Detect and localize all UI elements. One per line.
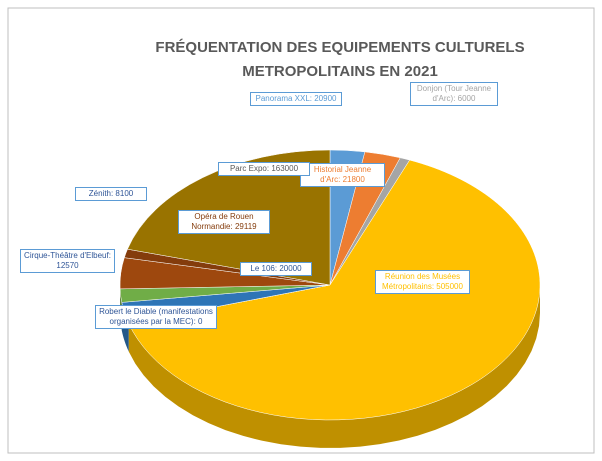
data-label: Opéra de Rouen Normandie: 29119 bbox=[178, 210, 270, 234]
data-label: Robert le Diable (manifestations organis… bbox=[95, 305, 217, 329]
data-label: Panorama XXL: 20900 bbox=[250, 92, 342, 106]
pie-tops bbox=[119, 149, 541, 421]
data-label: Parc Expo: 163000 bbox=[218, 162, 310, 176]
chart-title: FRÉQUENTATION DES EQUIPEMENTS CULTURELS … bbox=[155, 39, 525, 80]
data-label: Zénith: 8100 bbox=[75, 187, 147, 201]
data-label: Cirque-Théâtre d'Elbeuf: 12570 bbox=[20, 249, 115, 273]
data-label: Le 106: 20000 bbox=[240, 262, 312, 276]
data-label: Donjon (Tour Jeanne d'Arc): 6000 bbox=[410, 82, 498, 106]
pie-slice bbox=[128, 159, 541, 421]
data-label: Réunion des Musées Métropolitains: 50500… bbox=[375, 270, 470, 294]
pie-side bbox=[128, 285, 540, 448]
data-label: Historial Jeanne d'Arc: 21800 bbox=[300, 163, 385, 187]
